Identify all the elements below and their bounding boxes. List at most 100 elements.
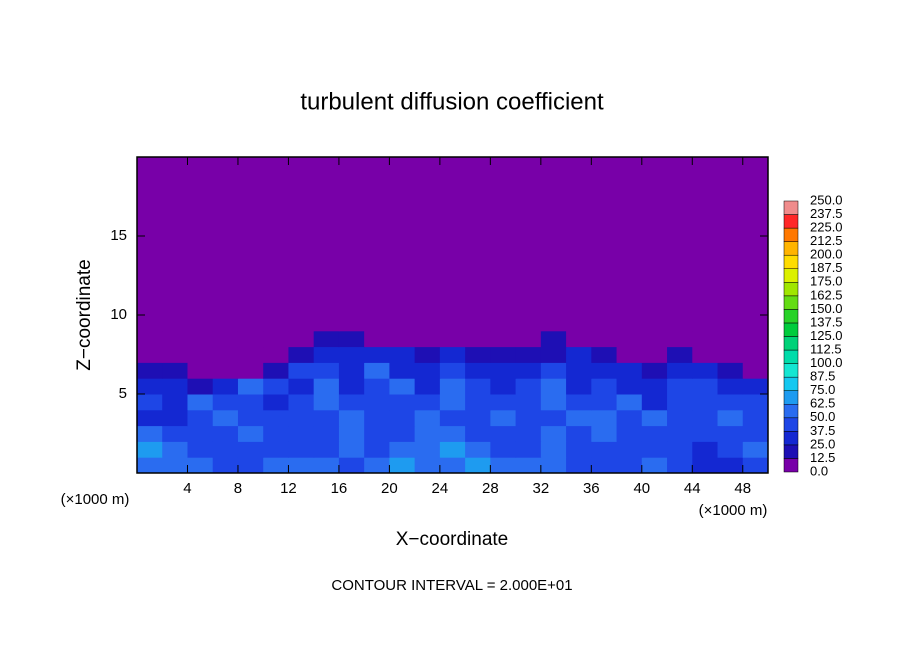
field-cell xyxy=(237,441,264,458)
field-cell xyxy=(692,330,719,348)
field-cell xyxy=(187,346,214,363)
field-cell xyxy=(389,362,416,379)
field-cell xyxy=(212,346,239,363)
field-cell xyxy=(742,441,769,458)
field-cell xyxy=(667,409,693,427)
field-cell xyxy=(338,157,365,332)
field-cell xyxy=(742,425,769,442)
field-cell xyxy=(389,330,416,348)
field-cell xyxy=(338,425,365,442)
field-cell xyxy=(212,441,239,458)
field-cell xyxy=(591,330,618,348)
field-cell xyxy=(338,394,365,411)
field-cell xyxy=(313,346,340,363)
field-cell xyxy=(667,330,693,348)
field-cell xyxy=(187,394,214,411)
field-cell xyxy=(288,441,315,458)
field-cell xyxy=(641,441,668,458)
field-cell xyxy=(490,346,517,363)
colorbar-label: 50.0 xyxy=(810,409,835,424)
field-cell xyxy=(490,457,517,474)
field-cell xyxy=(667,157,693,332)
field-cell xyxy=(288,409,315,427)
field-cell xyxy=(288,457,315,474)
field-cell xyxy=(237,378,264,395)
field-cell xyxy=(187,362,214,379)
field-cell xyxy=(717,425,744,442)
field-cell xyxy=(591,378,618,395)
field-cell xyxy=(439,425,466,442)
field-cell xyxy=(515,457,542,474)
field-cell xyxy=(717,378,744,395)
field-cell xyxy=(439,157,466,332)
field-cell xyxy=(616,425,643,442)
field-cell xyxy=(667,425,693,442)
colorbar-band xyxy=(783,404,799,419)
field-cell xyxy=(389,394,416,411)
field-cell xyxy=(465,441,491,458)
field-cell xyxy=(414,394,441,411)
colorbar-band xyxy=(783,309,799,324)
field-cell xyxy=(187,157,214,332)
field-cell xyxy=(237,362,264,379)
field-cell xyxy=(162,362,188,379)
field-cell xyxy=(212,362,239,379)
x-tick-label: 24 xyxy=(432,480,449,497)
field-cell xyxy=(692,457,719,474)
field-cell xyxy=(465,409,491,427)
field-cell xyxy=(237,394,264,411)
field-cell xyxy=(162,394,188,411)
field-cell xyxy=(263,409,289,427)
field-cell xyxy=(717,441,744,458)
field-cell xyxy=(389,346,416,363)
field-cell xyxy=(137,330,163,348)
field-cell xyxy=(490,362,517,379)
colorbar-band xyxy=(783,363,799,378)
x-unit: (×1000 m) xyxy=(699,502,768,519)
field-cell xyxy=(540,362,567,379)
x-tick-label: 12 xyxy=(280,480,297,497)
field-cell xyxy=(439,362,466,379)
field-cell xyxy=(465,378,491,395)
field-cell xyxy=(439,409,466,427)
field-cell xyxy=(692,425,719,442)
field-cell xyxy=(364,378,390,395)
field-cell xyxy=(364,457,390,474)
x-axis-label: X−coordinate xyxy=(396,529,509,550)
field-cell xyxy=(137,394,163,411)
x-tick-label: 48 xyxy=(734,480,751,497)
field-cell xyxy=(313,425,340,442)
field-cell xyxy=(692,362,719,379)
field-cell xyxy=(641,157,668,332)
field-cell xyxy=(364,394,390,411)
colorbar-label: 25.0 xyxy=(810,436,835,451)
field-cell xyxy=(338,457,365,474)
field-cell xyxy=(137,425,163,442)
field-cell xyxy=(540,441,567,458)
field-cell xyxy=(187,330,214,348)
field-cell xyxy=(414,330,441,348)
field-cell xyxy=(237,346,264,363)
field-cell xyxy=(414,346,441,363)
field-cell xyxy=(237,409,264,427)
field-cell xyxy=(465,330,491,348)
field-cell xyxy=(263,378,289,395)
field-cell xyxy=(692,409,719,427)
field-cell xyxy=(641,378,668,395)
x-tick-label: 8 xyxy=(234,480,242,497)
field-cell xyxy=(540,394,567,411)
field-cell xyxy=(313,362,340,379)
field-cell xyxy=(137,346,163,363)
field-cell xyxy=(591,441,618,458)
field-cell xyxy=(465,346,491,363)
field-cell xyxy=(288,394,315,411)
colorbar-band xyxy=(783,444,799,459)
field-cell xyxy=(616,457,643,474)
field-cell xyxy=(212,330,239,348)
field-cell xyxy=(490,409,517,427)
field-cell xyxy=(137,409,163,427)
field-cell xyxy=(187,441,214,458)
y-tick-label: 10 xyxy=(110,306,127,323)
field-cell xyxy=(137,457,163,474)
field-cell xyxy=(616,157,643,332)
